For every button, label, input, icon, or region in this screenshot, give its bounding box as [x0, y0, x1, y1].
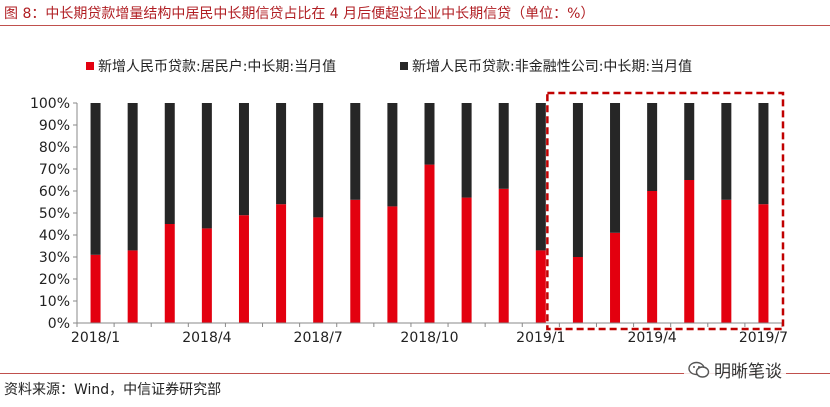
bar-nonfinancial [684, 103, 695, 180]
bar-nonfinancial [498, 103, 509, 189]
bars [90, 103, 769, 323]
bar-household [127, 250, 138, 323]
bar-household [350, 199, 361, 323]
bar-household [610, 232, 621, 323]
y-tick-label: 90% [39, 118, 70, 134]
highlight-box [546, 91, 785, 331]
watermark-text: 明晰笔谈 [714, 362, 782, 382]
x-tick-label: 2018/1 [71, 330, 120, 346]
x-axis: 2018/1 2018/4 2018/7 2018/10 2019/1 2019/4 201… [71, 322, 788, 346]
bar-nonfinancial [610, 103, 621, 233]
bar-nonfinancial [127, 103, 138, 251]
legend-swatch-nonfinancial [400, 62, 408, 70]
bar-nonfinancial [721, 103, 732, 200]
bar-nonfinancial [387, 103, 398, 207]
bar-nonfinancial [313, 103, 324, 218]
x-tick-label: 2018/7 [294, 330, 343, 346]
x-tick-label: 2018/4 [182, 330, 231, 346]
bar-household [387, 206, 398, 323]
bar-household [758, 204, 769, 323]
y-tick-label: 80% [39, 140, 70, 156]
bar-nonfinancial [350, 103, 361, 200]
bar-nonfinancial [461, 103, 472, 198]
stacked-bar-chart: 新增人民币贷款:居民户:中长期:当月值 新增人民币贷款:非金融性公司:中长期:当… [30, 58, 788, 346]
bar-household [201, 228, 212, 323]
bar-household [164, 224, 175, 323]
bar-nonfinancial [535, 103, 546, 251]
y-tick-label: 10% [39, 294, 70, 310]
y-tick-label: 30% [39, 250, 70, 266]
y-tick-label: 70% [39, 162, 70, 178]
figure-title: 图 8：中长期贷款增量结构中居民中长期信贷占比在 4 月后便超过企业中长期信贷（… [4, 6, 595, 22]
x-tick-label: 2019/7 [739, 330, 788, 346]
bar-nonfinancial [90, 103, 101, 255]
bar-nonfinancial [758, 103, 769, 205]
legend-swatch-household [86, 62, 94, 70]
x-tick-label: 2019/1 [516, 330, 565, 346]
bar-household [276, 204, 287, 323]
legend-label-household: 新增人民币贷款:居民户:中长期:当月值 [98, 58, 336, 75]
bar-nonfinancial [201, 103, 212, 229]
source-note: 资料来源：Wind，中信证券研究部 [4, 382, 222, 398]
bar-household [498, 188, 509, 323]
bar-household [313, 217, 324, 323]
y-tick-label: 50% [39, 206, 70, 222]
bar-household [535, 250, 546, 323]
bar-household [461, 197, 472, 323]
legend: 新增人民币贷款:居民户:中长期:当月值 新增人民币贷款:非金融性公司:中长期:当… [86, 58, 692, 75]
bar-nonfinancial [276, 103, 287, 205]
bar-household [90, 254, 101, 323]
bar-nonfinancial [572, 103, 583, 257]
bar-household [572, 257, 583, 323]
y-axis: 0% 10% 20% 30% 40% 50% 60% 70% 80% 90% 100% [30, 96, 78, 332]
x-tick-label: 2018/10 [400, 330, 458, 346]
legend-label-nonfinancial: 新增人民币贷款:非金融性公司:中长期:当月值 [412, 59, 692, 75]
title-rule [0, 25, 830, 26]
y-tick-label: 40% [39, 228, 70, 244]
bar-nonfinancial [647, 103, 658, 191]
wechat-icon [688, 361, 710, 378]
y-tick-label: 100% [30, 96, 70, 112]
bar-nonfinancial [424, 103, 435, 165]
bar-household [721, 199, 732, 323]
bar-household [684, 180, 695, 323]
y-tick-label: 0% [48, 316, 70, 332]
source-rule [0, 373, 830, 374]
bar-household [238, 215, 249, 323]
bar-household [647, 191, 658, 323]
x-tick-label: 2019/4 [627, 330, 676, 346]
watermark: 明晰笔谈 [684, 357, 786, 382]
bar-nonfinancial [238, 103, 249, 216]
bar-nonfinancial [164, 103, 175, 224]
y-tick-label: 60% [39, 184, 70, 200]
y-tick-label: 20% [39, 272, 70, 288]
bar-household [424, 164, 435, 323]
